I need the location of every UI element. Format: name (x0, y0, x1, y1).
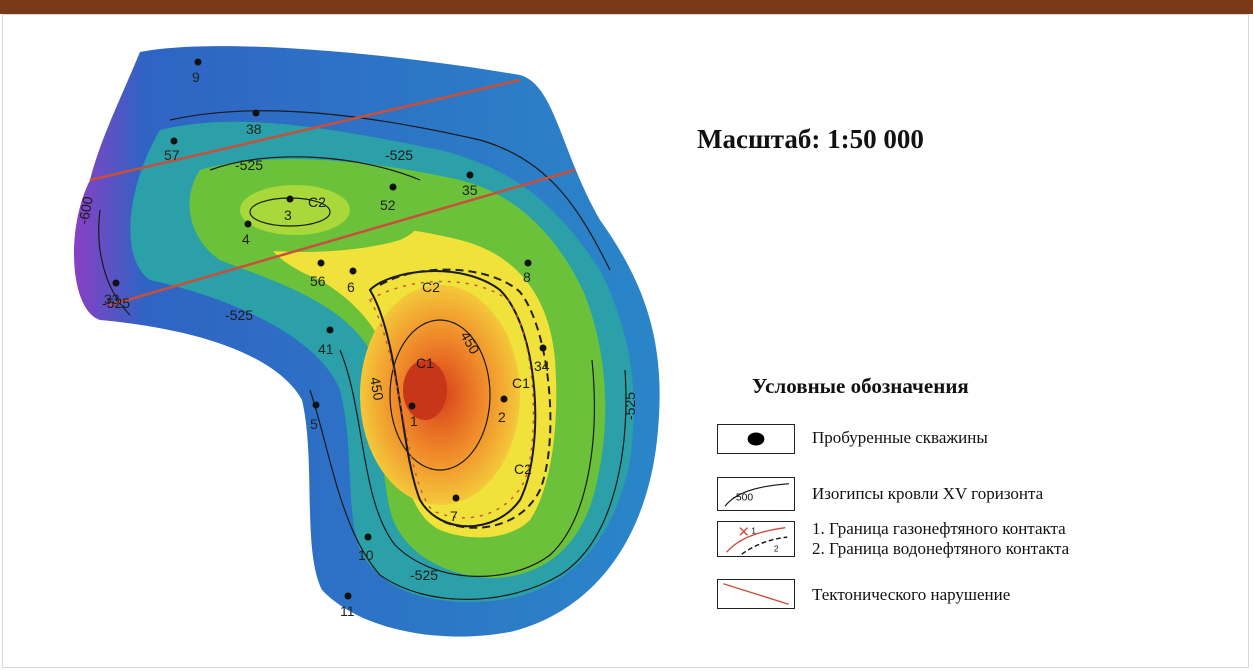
contour-label: -600 (75, 195, 96, 226)
well-label: 3 (284, 207, 292, 223)
well-label: 56 (310, 273, 326, 289)
well-label: 33 (104, 291, 120, 307)
well-dot (252, 109, 260, 117)
contour-label: 450 (367, 376, 387, 402)
contour-label: -525 (235, 157, 263, 173)
contact-boundary-icon: 1 2 (726, 525, 788, 555)
well-dot (286, 195, 294, 203)
legend-contour-swatch: -500 (717, 477, 795, 511)
legend-well-label: Пробуренные скважины (812, 428, 988, 447)
well-dot (389, 183, 397, 191)
contour-label: -525 (225, 307, 253, 323)
contour-lines (98, 110, 627, 600)
well-dot (312, 401, 320, 409)
well-dot (466, 171, 474, 179)
legend-well-swatch (717, 424, 795, 454)
zone-label: C1 (416, 355, 434, 371)
well-dot (112, 279, 120, 287)
well-label: 41 (318, 341, 334, 357)
well-label: 52 (380, 197, 396, 213)
contour-label: -525 (385, 147, 413, 163)
legend-contact-swatch: 1 2 (717, 521, 795, 557)
structural-map: -525 -525 -600 -525 450 450 -525 -525 -5… (73, 46, 660, 637)
fault-line-2 (109, 168, 576, 307)
well-label: 38 (246, 121, 262, 137)
legend-title: Условные обозначения (752, 374, 969, 398)
legend-gas-oil-label: 1. Граница газонефтяного контакта (812, 519, 1066, 538)
well-dot (170, 137, 178, 145)
fault-line-icon (723, 583, 789, 605)
oil-water-contact (379, 268, 552, 529)
well-dot (452, 494, 460, 502)
fault-line-1 (89, 78, 521, 182)
legend-fault-label: Тектонического нарушение (812, 585, 1011, 604)
well-label: 2 (498, 409, 506, 425)
well-label: 7 (450, 508, 458, 524)
contour-label: -525 (622, 392, 638, 420)
zone-label: C2 (308, 194, 326, 210)
contour-line-icon: -500 (724, 483, 789, 507)
well-dot-icon (747, 432, 765, 446)
well-label: 34 (534, 358, 550, 374)
well-dot (326, 326, 334, 334)
well-label: 9 (192, 69, 200, 85)
well-points: 9 38 57 35 52 3 4 56 6 8 34 41 1 2 7 5 1… (104, 58, 550, 619)
slide-frame (2, 14, 1249, 668)
zone-label: C1 (512, 375, 530, 391)
zone-label: C2 (514, 461, 532, 477)
well-label: 5 (310, 416, 318, 432)
well-dot (364, 533, 372, 541)
legend-water-oil-label: 2. Граница водонефтяного контакта (812, 539, 1070, 558)
map-north-core (240, 185, 350, 235)
contact-sample-2: 2 (774, 543, 779, 553)
contour-label: -525 (102, 295, 130, 311)
well-dot (317, 259, 325, 267)
well-dot (344, 592, 352, 600)
legend-contour-label: Изогипсы кровли XV горизонта (812, 484, 1044, 503)
well-label: 6 (347, 279, 355, 295)
contour-label: -525 (410, 567, 438, 583)
well-dot (524, 259, 532, 267)
well-label: 8 (523, 269, 531, 285)
well-dot (194, 58, 202, 66)
well-label: 11 (340, 603, 355, 619)
well-label: 4 (242, 231, 250, 247)
contact-sample-1: 1 (751, 525, 756, 535)
well-dot (500, 395, 508, 403)
well-dot (244, 220, 252, 228)
well-label: 35 (462, 182, 478, 198)
zone-label: C2 (422, 279, 440, 295)
map-scale-label: Масштаб: 1:50 000 (697, 124, 924, 154)
well-dot (349, 267, 357, 275)
well-label: 57 (164, 147, 180, 163)
legend-fault-swatch (717, 579, 795, 609)
well-label: 1 (410, 413, 418, 429)
contour-sample-label: -500 (732, 493, 753, 504)
well-dot (539, 344, 547, 352)
top-accent-bar (0, 0, 1253, 14)
well-label: 10 (358, 547, 374, 563)
well-dot (408, 402, 416, 410)
